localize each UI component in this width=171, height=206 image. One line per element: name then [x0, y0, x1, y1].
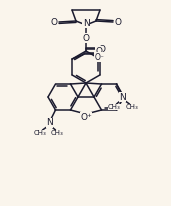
Text: O⁻: O⁻: [94, 53, 104, 62]
Text: O: O: [50, 18, 57, 27]
Text: N: N: [83, 19, 89, 28]
Text: N: N: [119, 92, 126, 102]
Text: O: O: [98, 44, 106, 54]
Text: N: N: [46, 118, 53, 128]
Text: O: O: [82, 34, 89, 42]
Text: O: O: [96, 47, 103, 55]
Text: CH₃: CH₃: [34, 130, 47, 136]
Text: CH₃: CH₃: [125, 104, 138, 110]
Text: O⁺: O⁺: [80, 112, 92, 122]
Text: CH₃: CH₃: [108, 104, 121, 110]
Text: CH₃: CH₃: [51, 130, 64, 136]
Text: O: O: [115, 18, 122, 27]
